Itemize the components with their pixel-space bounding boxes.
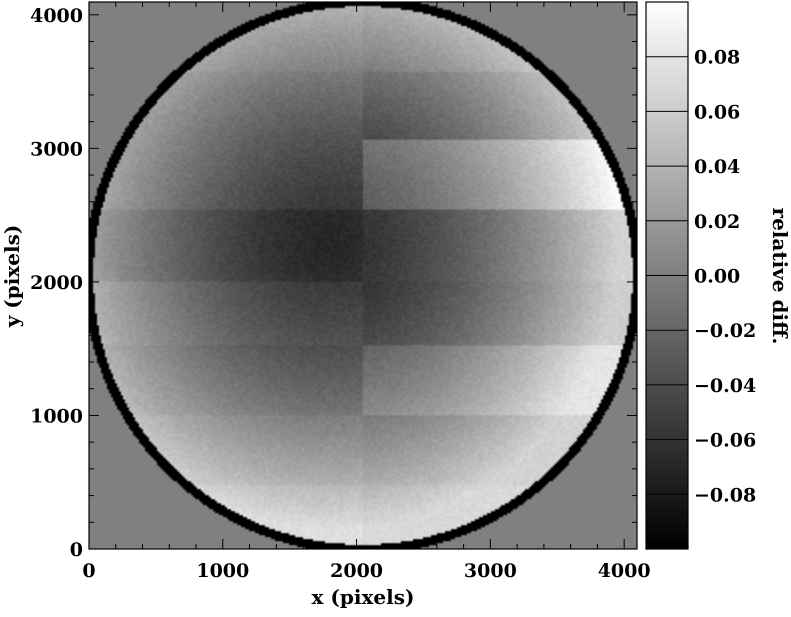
colorbar-tick-label: −0.06 [694, 430, 756, 452]
y-axis: 0 1000 2000 3000 4000 [30, 5, 637, 561]
y-tick-label: 4000 [30, 5, 83, 27]
colorbar-tick-label: 0.02 [694, 211, 740, 233]
x-tick-label: 1000 [196, 560, 249, 582]
x-axis: 0 1000 2000 3000 4000 [82, 2, 651, 582]
colorbar-ticks: −0.08 −0.06 −0.04 −0.02 0.00 0.02 0.04 0.06 0.08 [646, 47, 756, 506]
colorbar-tick-label: 0.08 [694, 47, 740, 69]
colorbar-title: relative diff. [768, 208, 791, 345]
colorbar-tick-label: 0.00 [694, 266, 740, 288]
x-tick-label: 4000 [598, 560, 651, 582]
x-tick-label: 2000 [330, 560, 383, 582]
y-tick-label: 3000 [30, 138, 83, 160]
colorbar-frame [645, 1, 689, 550]
y-axis-title: y (pixels) [0, 225, 24, 329]
colorbar-tick-label: 0.06 [694, 101, 740, 123]
colorbar-tick-label: 0.04 [694, 156, 740, 178]
y-tick-label: 2000 [30, 272, 83, 294]
x-axis-title: x (pixels) [312, 585, 415, 609]
colorbar-tick-label: −0.02 [694, 320, 756, 342]
plot-frame [88, 1, 638, 550]
colorbar-tick-label: −0.08 [694, 484, 756, 506]
y-tick-label: 0 [70, 539, 83, 561]
colorbar-tick-label: −0.04 [694, 375, 756, 397]
heatmap-image [89, 2, 637, 549]
y-tick-label: 1000 [30, 405, 83, 427]
x-tick-label: 0 [82, 560, 95, 582]
x-tick-label: 3000 [464, 560, 517, 582]
colorbar: −0.08 −0.06 −0.04 −0.02 0.00 0.02 0.04 0.06 0.08 [645, 1, 756, 550]
